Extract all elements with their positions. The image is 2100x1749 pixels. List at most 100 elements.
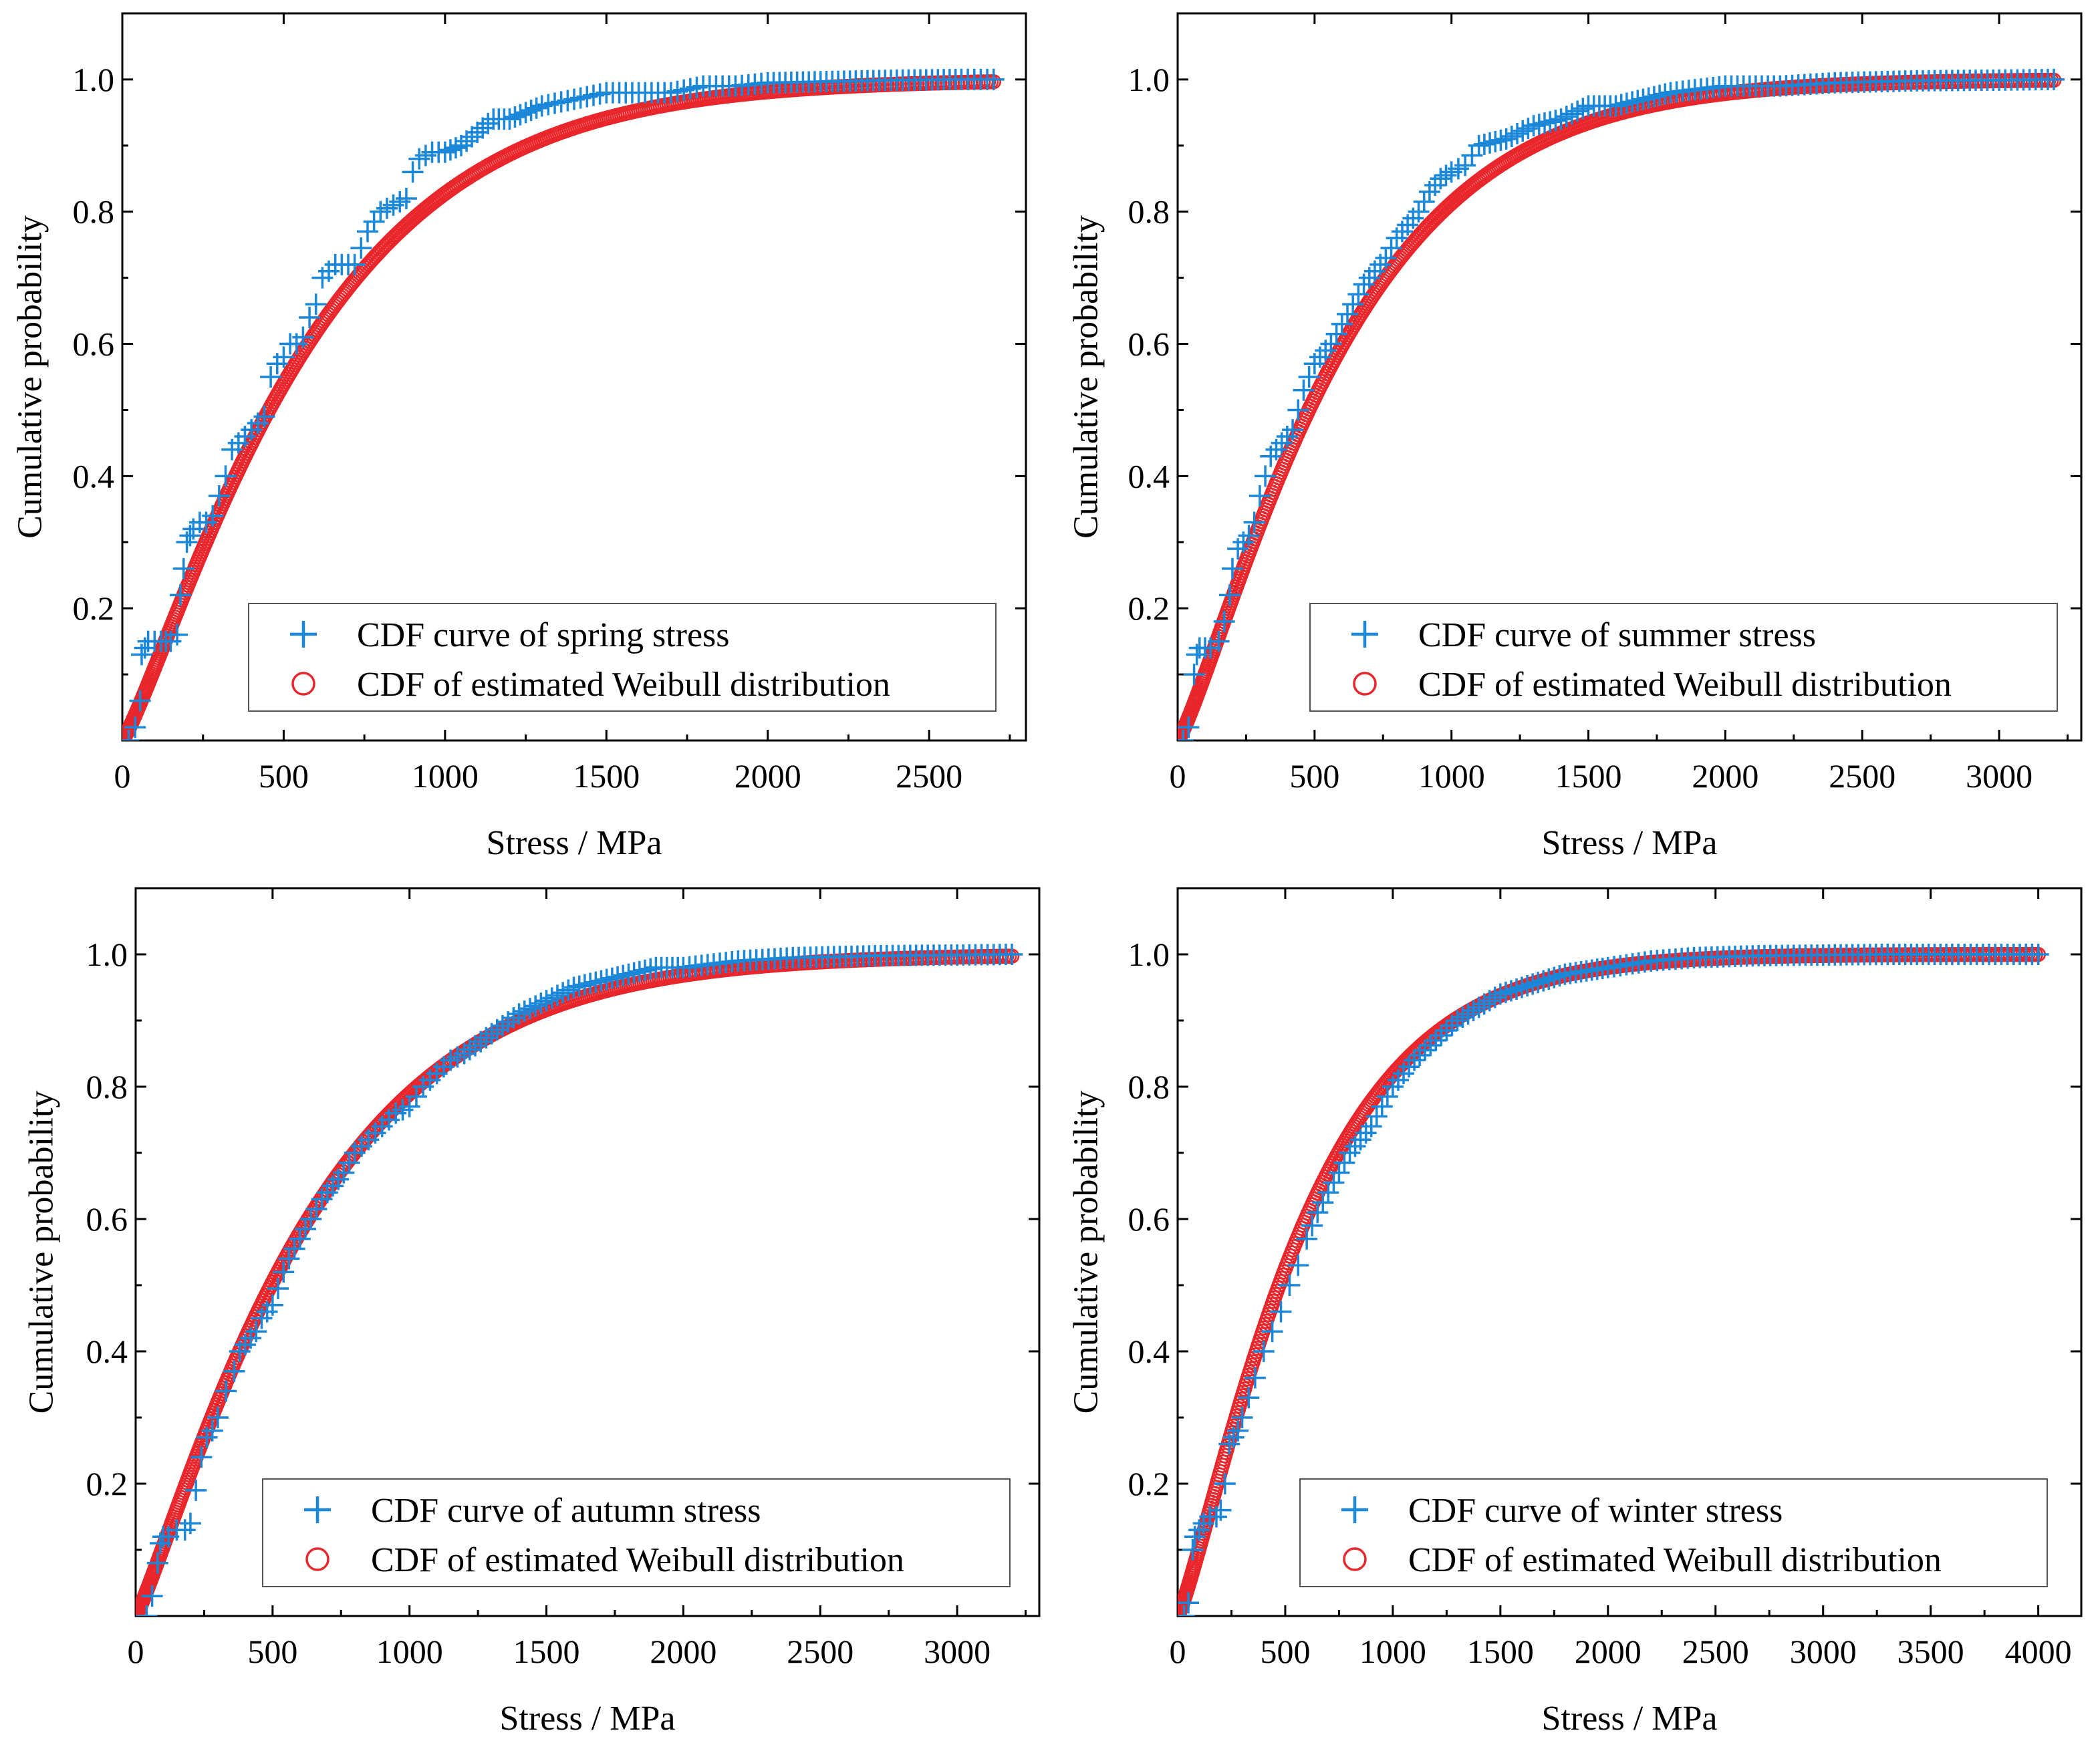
empirical-point bbox=[1333, 1152, 1355, 1174]
empirical-point bbox=[215, 465, 237, 487]
empirical-point bbox=[509, 104, 531, 126]
empirical-point bbox=[519, 998, 541, 1020]
empirical-point bbox=[618, 963, 640, 985]
empirical-point bbox=[1413, 190, 1435, 213]
empirical-point bbox=[1605, 95, 1627, 117]
empirical-point bbox=[1178, 716, 1200, 738]
empirical-point bbox=[1420, 1035, 1442, 1057]
empirical-point bbox=[333, 1162, 355, 1184]
empirical-point bbox=[623, 962, 645, 984]
legend-circle-marker bbox=[291, 672, 315, 696]
empirical-point bbox=[122, 730, 140, 741]
empirical-point bbox=[402, 161, 424, 183]
empirical-point bbox=[1517, 118, 1539, 140]
chart-panel-1: 0 500 1000 1500 2000 2500 0.2 0.4 0.6 0.8 1.0 Stres… bbox=[11, 12, 1027, 862]
empirical-point bbox=[546, 984, 568, 1006]
plot-frame bbox=[134, 887, 1041, 1617]
empirical-point bbox=[338, 1152, 360, 1174]
x-tick-label: 2000 bbox=[735, 757, 801, 795]
empirical-point bbox=[1539, 111, 1561, 133]
empirical-point bbox=[1270, 1301, 1292, 1323]
legend-label-empirical: CDF curve of autumn stress bbox=[371, 1492, 761, 1530]
y-tick-label: 0.4 bbox=[1128, 1333, 1170, 1370]
legend-box bbox=[248, 603, 997, 712]
y-axis-title: Cumulative probability bbox=[23, 1091, 61, 1414]
empirical-point bbox=[245, 1321, 267, 1343]
empirical-point bbox=[477, 112, 499, 134]
empirical-point bbox=[172, 557, 194, 579]
x-tick-label: 2500 bbox=[896, 757, 962, 795]
empirical-point bbox=[1331, 313, 1353, 335]
x-tick-label: 1500 bbox=[513, 1633, 580, 1670]
empirical-point bbox=[1325, 323, 1347, 345]
empirical-point bbox=[439, 139, 461, 161]
x-tick-label: 3000 bbox=[1966, 757, 2032, 795]
empirical-point bbox=[1238, 525, 1260, 547]
empirical-point bbox=[1500, 125, 1523, 147]
x-tick-label: 2000 bbox=[1575, 1633, 1642, 1670]
x-tick-label: 2500 bbox=[1829, 757, 1895, 795]
legend: CDF curve of spring stress CDF of estimat… bbox=[248, 603, 997, 712]
plot-area bbox=[122, 68, 1005, 741]
empirical-point bbox=[1527, 972, 1549, 994]
empirical-point bbox=[146, 1552, 168, 1574]
empirical-point bbox=[1522, 973, 1544, 995]
legend-plus-marker bbox=[290, 621, 317, 648]
empirical-point bbox=[1457, 1003, 1479, 1025]
plot-frame bbox=[121, 12, 1027, 742]
empirical-point bbox=[305, 293, 327, 315]
empirical-point bbox=[1637, 87, 1660, 109]
y-axis-title: Cumulative probability bbox=[11, 215, 49, 539]
x-axis-title: Stress / MPa bbox=[487, 824, 662, 862]
x-tick-label: 1000 bbox=[376, 1633, 443, 1670]
legend-label-weibull: CDF of estimated Weibull distribution bbox=[357, 666, 890, 704]
empirical-point bbox=[525, 995, 547, 1017]
empirical-point bbox=[350, 237, 372, 259]
x-tick-label: 3500 bbox=[1897, 1633, 1964, 1670]
empirical-point bbox=[1249, 485, 1271, 507]
empirical-point bbox=[1214, 1473, 1236, 1494]
x-tick-label: 3000 bbox=[1790, 1633, 1857, 1670]
empirical-point bbox=[1441, 1015, 1463, 1037]
empirical-point bbox=[1533, 112, 1555, 134]
legend-label-weibull: CDF of estimated Weibull distribution bbox=[371, 1541, 904, 1579]
empirical-point bbox=[1572, 98, 1594, 120]
empirical-point bbox=[552, 982, 574, 1004]
empirical-point bbox=[515, 102, 537, 124]
empirical-point bbox=[1208, 630, 1230, 652]
empirical-point bbox=[267, 1277, 289, 1299]
empirical-point bbox=[520, 100, 542, 122]
y-tick-label: 0.2 bbox=[1128, 589, 1170, 627]
empirical-point bbox=[1425, 1029, 1447, 1051]
empirical-point bbox=[1627, 90, 1649, 112]
empirical-point bbox=[1484, 986, 1506, 1008]
empirical-point bbox=[982, 68, 1005, 90]
empirical-point bbox=[1218, 584, 1240, 606]
empirical-point bbox=[1307, 1202, 1329, 1224]
x-tick-label: 500 bbox=[259, 757, 309, 795]
empirical-point bbox=[289, 1228, 311, 1250]
y-tick-label: 1.0 bbox=[73, 61, 115, 98]
empirical-point bbox=[344, 253, 366, 275]
empirical-point bbox=[1473, 993, 1495, 1015]
empirical-point bbox=[628, 960, 650, 982]
plot-frame bbox=[1176, 887, 2083, 1617]
x-tick-label: 500 bbox=[1289, 757, 1339, 795]
empirical-point bbox=[491, 1015, 513, 1037]
x-axis-title: Stress / MPa bbox=[1542, 824, 1718, 862]
empirical-point bbox=[1654, 83, 1676, 105]
empirical-point bbox=[223, 1360, 245, 1382]
empirical-point bbox=[1253, 1341, 1275, 1362]
series-weibull bbox=[122, 74, 1002, 741]
empirical-point bbox=[278, 1248, 300, 1270]
empirical-point bbox=[1523, 115, 1545, 137]
empirical-point bbox=[503, 1007, 525, 1029]
empirical-point bbox=[456, 130, 478, 152]
legend-box bbox=[1309, 603, 2058, 712]
legend-box bbox=[1299, 1478, 2048, 1587]
empirical-point bbox=[530, 992, 552, 1015]
empirical-point bbox=[1473, 133, 1495, 155]
x-tick-label: 1500 bbox=[573, 757, 640, 795]
empirical-point bbox=[2043, 68, 2065, 90]
